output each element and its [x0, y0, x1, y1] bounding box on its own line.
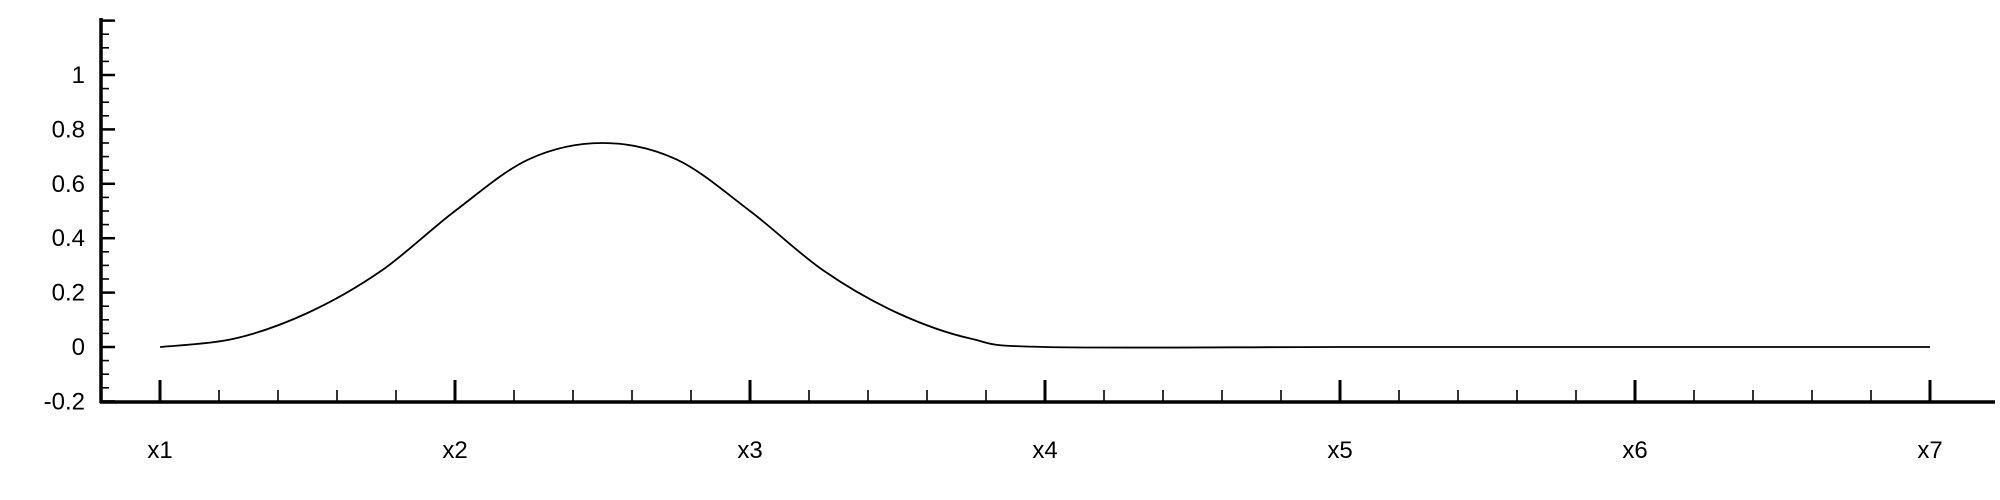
y-tick-label: 0	[72, 334, 85, 361]
x-tick-label: x6	[1622, 437, 1647, 464]
y-tick-label: 1	[72, 62, 85, 89]
x-tick-label: x3	[737, 437, 762, 464]
y-tick-label: 0.2	[52, 280, 85, 307]
x-tick-label: x7	[1917, 437, 1942, 464]
y-tick-label: -0.2	[44, 388, 85, 415]
y-tick-label: 0.6	[52, 171, 85, 198]
y-tick-label: 0.4	[52, 225, 85, 252]
y-tick-label: 0.8	[52, 116, 85, 143]
x-tick-label: x4	[1032, 437, 1057, 464]
y-axis-ticks: -0.2 0 0.2 0.4 0.6 0.8 1	[44, 19, 115, 415]
x-axis-ticks: x1 x2 x3 x4 x5 x6 x7	[147, 380, 1943, 464]
x-tick-label: x2	[442, 437, 467, 464]
x-tick-label: x5	[1327, 437, 1352, 464]
series-line	[159, 142, 1930, 349]
x-tick-label: x1	[147, 437, 172, 464]
